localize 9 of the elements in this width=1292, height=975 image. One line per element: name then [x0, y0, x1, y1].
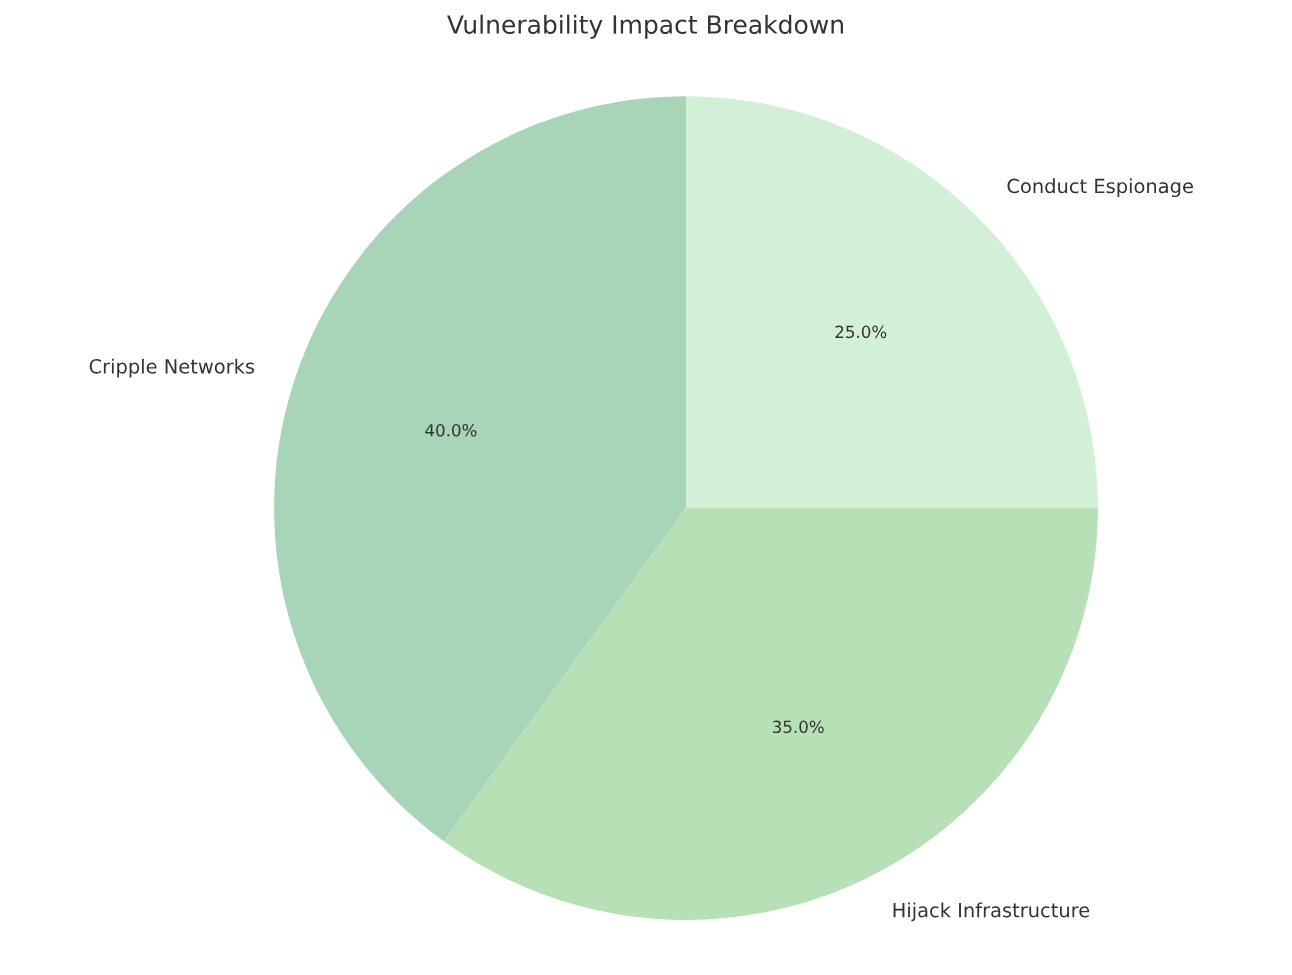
slice-label: Hijack Infrastructure — [893, 902, 1090, 922]
slice-label: Conduct Espionage — [1007, 178, 1193, 198]
pie-slice — [443, 508, 1098, 920]
chart-title: Vulnerability Impact Breakdown — [447, 14, 843, 39]
data-label: 25.0% — [835, 325, 887, 339]
slice-label: Cripple Networks — [89, 358, 255, 378]
pie-slice — [274, 96, 686, 842]
data-label: 35.0% — [772, 720, 824, 734]
data-label: 40.0% — [425, 423, 477, 437]
